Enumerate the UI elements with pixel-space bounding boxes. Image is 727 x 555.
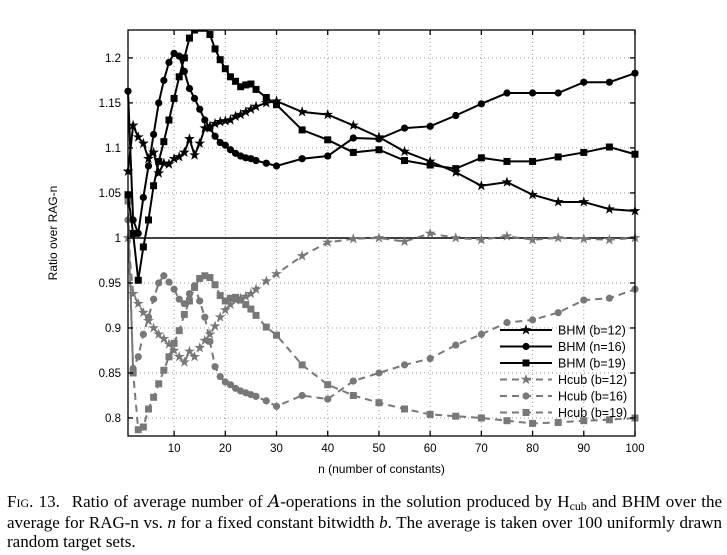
legend-label: Hcub (b=16) [558, 390, 627, 404]
svg-text:0.8: 0.8 [105, 413, 121, 425]
svg-text:1.1: 1.1 [105, 143, 121, 155]
caption-fragment: n [167, 512, 176, 532]
svg-text:50: 50 [373, 443, 386, 455]
svg-text:20: 20 [219, 443, 232, 455]
svg-text:30: 30 [270, 443, 283, 455]
legend-entry-hcub-b16: Hcub (b=16) [500, 390, 627, 404]
legend-label: Hcub (b=19) [558, 406, 627, 420]
caption-text: Ratio of average number of A-operations … [7, 492, 722, 551]
x-tick-labels: 10 20 30 40 50 60 70 80 90 100 [168, 443, 645, 455]
svg-text:1.15: 1.15 [99, 98, 121, 110]
svg-text:0.85: 0.85 [99, 368, 121, 380]
svg-text:70: 70 [475, 443, 488, 455]
legend-entry-bhm-b12: BHM (b=12) [500, 324, 626, 338]
svg-text:80: 80 [526, 443, 539, 455]
legend-entry-bhm-b19: BHM (b=19) [500, 357, 626, 371]
svg-text:1: 1 [115, 233, 121, 245]
svg-text:1.2: 1.2 [105, 53, 121, 65]
legend-entry-bhm-n16: BHM (n=16) [500, 340, 626, 354]
series-hcub-b12 [122, 227, 641, 367]
legend-label: BHM (n=16) [558, 340, 626, 354]
svg-text:0.95: 0.95 [99, 278, 121, 290]
legend-entry-hcub-b12: Hcub (b=12) [500, 373, 627, 387]
legend-label: BHM (b=19) [558, 357, 626, 371]
svg-text:40: 40 [321, 443, 334, 455]
caption-fragment: b [379, 512, 388, 532]
figure-caption: Fig. 13. Ratio of average number of A-ope… [7, 492, 722, 552]
svg-text:0.9: 0.9 [105, 323, 121, 335]
x-axis-label: n (number of constants) [318, 462, 445, 476]
figure-number: Fig. 13. [7, 492, 60, 511]
caption-fragment: A [267, 492, 281, 512]
caption-fragment: for a fixed constant bitwidth [175, 512, 380, 532]
caption-fragment: and BHM over the average for RAG-n vs. [7, 492, 722, 532]
y-tick-labels: 0.8 0.85 0.9 0.95 1 1.05 1.1 1.15 1.2 [99, 53, 121, 425]
series-bhm-b19 [124, 30, 639, 284]
caption-fragment: -operations in the solution produced by … [280, 492, 570, 511]
legend: BHM (b=12) BHM (n=16) BHM (b=19) Hcub (b=12… [500, 324, 627, 420]
svg-text:60: 60 [424, 443, 437, 455]
svg-text:90: 90 [577, 443, 590, 455]
svg-text:1.05: 1.05 [99, 188, 121, 200]
svg-text:10: 10 [168, 443, 181, 455]
svg-text:100: 100 [625, 443, 644, 455]
caption-fragment: cub [569, 498, 587, 513]
ratio-chart: 10 20 30 40 50 60 70 80 90 100 0.8 0.85 0.9 0.95 1 1.05… [46, 29, 645, 476]
legend-label: BHM (b=12) [558, 324, 626, 338]
caption-fragment: . The average is taken over 100 uniforml… [7, 512, 722, 552]
plot-border [127, 29, 636, 437]
legend-label: Hcub (b=12) [558, 373, 627, 387]
caption-fragment: Ratio of average number of [71, 492, 268, 511]
legend-entry-hcub-b19: Hcub (b=19) [500, 406, 627, 420]
series-hcub-b19 [124, 197, 639, 434]
y-axis-label: Ratio over RAG-n [46, 186, 60, 281]
